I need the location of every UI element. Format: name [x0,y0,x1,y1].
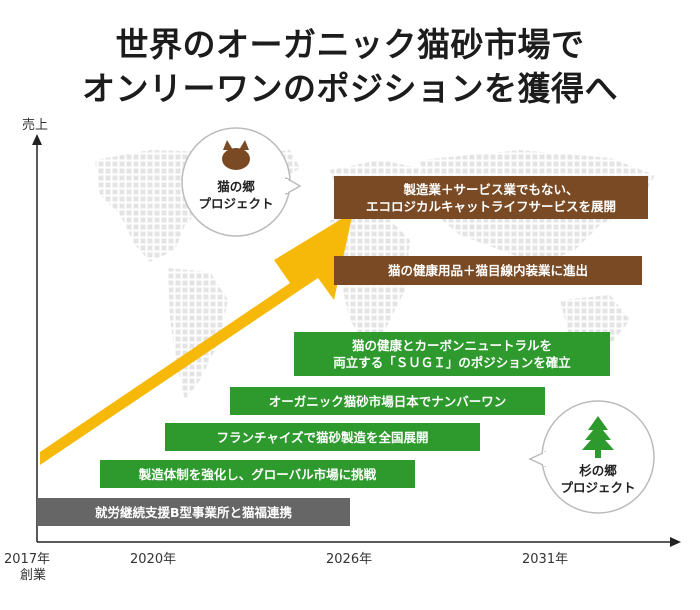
x-tick-label: 2031年 [522,552,569,567]
cat-project-bubble [181,127,302,237]
x-tick-label: 2020年 [130,552,177,567]
milestone-text: 製造体制を強化し、グローバル市場に挑戦 [138,466,377,482]
milestone-bar: オーガニック猫砂市場日本でナンバーワン [230,387,545,415]
cat-project-label: 猫の郷 プロジェクト [186,178,286,212]
title-line-1: 世界のオーガニック猫砂市場で [115,25,585,64]
x-origin-note: 創業 [20,568,47,583]
cat-project-name: 猫の郷 [217,179,255,194]
milestone-bar: 製造体制を強化し、グローバル市場に挑戦 [100,460,415,488]
milestone-bar: 猫の健康用品＋猫目線内装業に進出 [334,256,642,285]
cedar-project-subtitle: プロジェクト [560,480,636,495]
milestone-bar: 猫の健康とカーボンニュートラルを両立する「ＳＵＧＩ」のポジションを確立 [294,332,610,376]
milestone-text-line-2: エコロジカルキャットライフサービスを展開 [365,198,616,214]
x-tick-label: 2017年 [4,552,51,567]
milestone-text-line-2: 両立する「ＳＵＧＩ」のポジションを確立 [333,355,571,370]
cedar-project-label: 杉の郷 プロジェクト [548,462,648,496]
milestone-bar: フランチャイズで猫砂製造を全国展開 [165,423,480,451]
cat-project-subtitle: プロジェクト [198,196,274,211]
milestone-text-line-1: 製造業＋サービス業でもない、 [403,181,579,197]
milestone-text-line-1: 猫の健康とカーボンニュートラルを [351,338,552,353]
milestone-text: フランチャイズで猫砂製造を全国展開 [216,429,429,445]
growth-arrow-shape [40,212,353,465]
cedar-tree-icon [582,416,614,458]
x-axis-arrowhead [670,537,681,547]
milestone-text: 猫の健康用品＋猫目線内装業に進出 [387,263,588,278]
milestone-text: 就労継続支援B型事業所と猫福連携 [94,504,293,520]
title-line-2: オンリーワンのポジションを獲得へ [82,69,618,108]
milestone-bar: 製造業＋サービス業でもない、 エコロジカルキャットライフサービスを展開 [334,176,648,219]
milestone-text: オーガニック猫砂市場日本でナンバーワン [268,393,507,409]
y-axis-label: 売上 [22,118,49,133]
milestone-bar: 就労継続支援B型事業所と猫福連携 [37,498,350,526]
x-tick-label: 2026年 [326,552,373,567]
cat-face-icon [222,140,250,170]
cedar-project-bubble [528,400,655,514]
y-axis-arrowhead [32,134,42,145]
cedar-project-name: 杉の郷 [579,463,617,478]
